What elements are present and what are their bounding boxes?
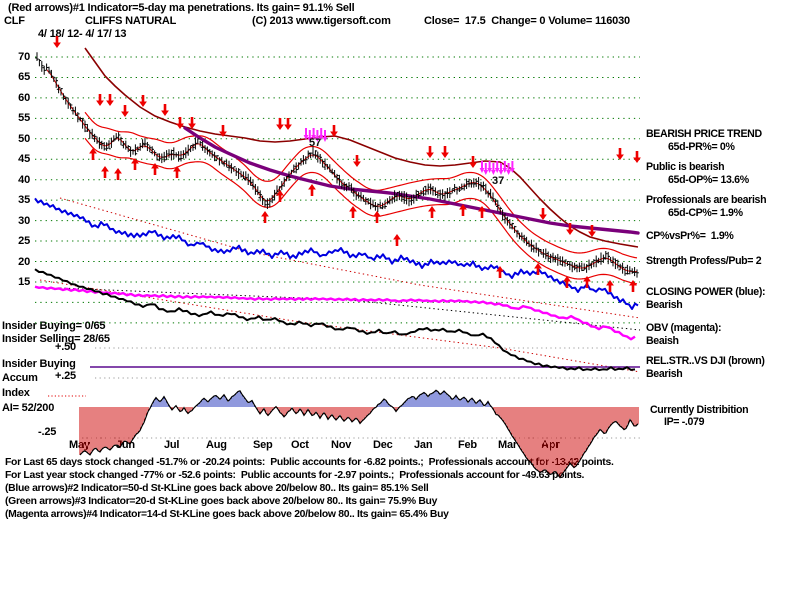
month-label: Nov <box>331 439 352 451</box>
y-axis-label: 15 <box>18 275 30 288</box>
month-label: Aug <box>206 439 227 451</box>
rel-str-line <box>34 268 636 372</box>
y-axis-label: 45 <box>18 153 30 166</box>
summary-65day: For Last 65 days stock changed -51.7% or… <box>5 457 614 468</box>
level-minus25: -.25 <box>38 426 57 438</box>
indicator1-summary: (Red arrows)#1 Indicator=5-day ma penetr… <box>8 2 355 14</box>
relstr-label: REL.STR..VS DJI (brown) <box>646 355 765 367</box>
summary-year: For Last year stock changed -77% or -52.… <box>5 470 585 481</box>
y-axis-label: 35 <box>18 194 30 207</box>
month-label: Sep <box>253 439 273 451</box>
obv-label: OBV (magenta): <box>646 322 722 334</box>
price-trend-status: BEARISH PRICE TREND <box>646 128 762 140</box>
insider-buying-count: Insider Buying= 0/65 <box>2 320 106 332</box>
y-axis-label: 70 <box>18 51 30 63</box>
month-label: Jan <box>414 439 433 451</box>
indicator3-summary: (Green arrows)#3 Indicator=20-d St-KLine… <box>5 496 438 507</box>
purple-trend-line <box>183 126 640 235</box>
cp-percent: 65d-CP%= 1.9% <box>668 207 743 219</box>
y-axis-label: 55 <box>18 112 30 125</box>
y-axis-label: 50 <box>18 132 30 145</box>
op-percent: 65d-OP%= 13.6% <box>668 174 749 186</box>
company-name: CLIFFS NATURAL <box>85 15 177 27</box>
price-bars <box>35 52 639 278</box>
indicator2-summary: (Blue arrows)#2 Indicator=50-d St-KLine … <box>5 483 429 494</box>
closing-power-status: Bearish <box>646 299 683 311</box>
y-axis-label: 25 <box>18 235 30 248</box>
close-value: Close= 17.5 <box>424 15 486 27</box>
level-plus25: +.25 <box>55 370 76 382</box>
accum-label: Accum <box>2 372 38 384</box>
brown-envelope-line <box>84 47 639 248</box>
quote-strip: Close= 17.5 Change= 0 Volume= 116030 <box>424 15 630 27</box>
trendlines <box>39 197 641 373</box>
y-axis-label: 40 <box>18 173 30 186</box>
indicator4-summary: (Magenta arrows)#4 Indicator=14-d St-KLi… <box>5 509 449 520</box>
relstr-status: Bearish <box>646 368 683 380</box>
month-label: Apr <box>541 439 560 451</box>
price-annotation: 37 <box>492 175 504 187</box>
red-buy-arrows <box>89 148 637 292</box>
price-annotations: 57 37 <box>309 137 504 187</box>
magenta-signal-clusters <box>303 128 515 175</box>
indicator-gridlines <box>82 347 640 439</box>
price-gridlines <box>35 56 640 324</box>
pr-percent: 65d-PR%= 0% <box>668 141 735 153</box>
obv-line <box>34 285 636 341</box>
date-range: 4/ 18/ 12- 4/ 17/ 13 <box>38 28 127 40</box>
price-annotation: 57 <box>309 137 321 149</box>
copyright: (C) 2013 www.tigersoft.com <box>252 15 391 27</box>
month-label: Oct <box>291 439 309 451</box>
strength-ratio: Strength Profess/Pub= 2 <box>646 255 762 267</box>
obv-status: Beaish <box>646 335 679 347</box>
month-label: May <box>69 439 90 451</box>
month-label: Jul <box>164 439 180 451</box>
index-label: Index <box>2 387 30 399</box>
y-axis-label: 60 <box>18 91 30 104</box>
volume-value: Volume= 116030 <box>548 15 630 27</box>
month-label: Feb <box>458 439 477 451</box>
closing-power-label: CLOSING POWER (blue): <box>646 286 766 298</box>
level-plus50: +.50 <box>55 341 76 353</box>
public-status: Public is bearish <box>646 161 725 173</box>
month-label: Jun <box>116 439 135 451</box>
cp-vs-pr: CP%vsPr%= 1.9% <box>646 230 734 242</box>
professionals-status: Professionals are bearish <box>646 194 767 206</box>
y-axis-label: 30 <box>18 214 30 227</box>
distribution-status: Currently Distribition <box>650 404 749 416</box>
ip-value: IP= -.079 <box>664 416 705 428</box>
month-label: Mar <box>498 439 517 451</box>
red-sell-arrows <box>53 36 641 237</box>
ticker-symbol: CLF <box>4 15 25 27</box>
closing-power-line <box>34 197 639 310</box>
ai-ratio: AI= 52/200 <box>2 402 55 414</box>
y-axis-label: 65 <box>18 71 30 84</box>
insider-buying-line-label: Insider Buying <box>2 358 76 370</box>
y-axis-label: 20 <box>18 255 30 268</box>
change-value: Change= 0 <box>491 15 546 27</box>
red-ma-bands <box>46 69 638 285</box>
month-label: Dec <box>373 439 393 451</box>
